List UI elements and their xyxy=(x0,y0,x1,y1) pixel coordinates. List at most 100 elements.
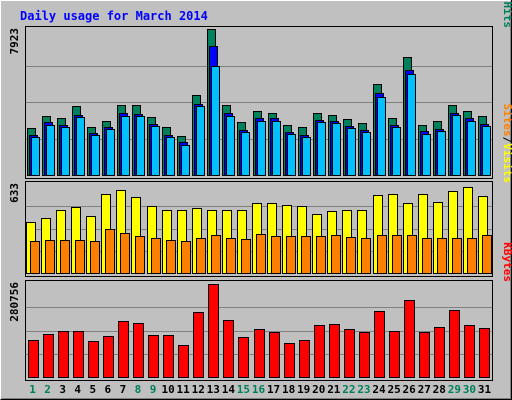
bar-pages-day-2 xyxy=(46,125,55,176)
bar-kbytes-day-27 xyxy=(419,332,430,378)
bar-kbytes-day-22 xyxy=(344,329,355,378)
x-tick-label: 22 xyxy=(342,383,355,396)
series-label-part: Visits xyxy=(501,143,512,183)
bar-sites-day-20 xyxy=(316,236,326,274)
bar-sites-day-28 xyxy=(437,238,447,274)
bar-sites-day-22 xyxy=(346,237,356,274)
panel-kbytes: 280756 KBytes xyxy=(8,242,512,381)
x-tick-label: 16 xyxy=(252,383,266,396)
bar-sites-day-23 xyxy=(361,238,371,274)
bar-pages-day-5 xyxy=(91,135,100,176)
series-label: Pages/Files/Hits xyxy=(501,0,512,28)
bar-kbytes-day-7 xyxy=(118,321,129,378)
bar-sites-day-7 xyxy=(120,233,130,274)
bar-pages-day-8 xyxy=(136,116,145,176)
bar-sites-day-8 xyxy=(135,236,145,274)
bar-sites-day-21 xyxy=(331,235,341,274)
bar-sites-day-27 xyxy=(422,238,432,274)
series-label-part: / xyxy=(501,0,512,2)
bar-kbytes-day-26 xyxy=(404,300,415,378)
bar-pages-day-4 xyxy=(76,117,85,176)
x-tick-label: 2 xyxy=(44,383,51,396)
x-tick-label: 24 xyxy=(372,383,386,396)
bar-pages-day-22 xyxy=(347,128,356,176)
x-tick-label: 8 xyxy=(135,383,142,396)
x-tick-label: 20 xyxy=(312,383,325,396)
bar-kbytes-day-9 xyxy=(148,335,159,378)
bar-pages-day-26 xyxy=(407,74,416,176)
bar-pages-day-13 xyxy=(211,66,220,176)
x-tick-label: 23 xyxy=(357,383,370,396)
x-tick-label: 30 xyxy=(463,383,476,396)
bar-sites-day-15 xyxy=(241,239,251,274)
bar-kbytes-day-16 xyxy=(254,329,265,378)
x-tick-label: 29 xyxy=(448,383,461,396)
bar-sites-day-24 xyxy=(377,235,387,274)
bar-pages-day-10 xyxy=(166,137,175,176)
bar-kbytes-day-14 xyxy=(223,320,234,378)
bar-sites-day-18 xyxy=(286,236,296,274)
bar-sites-day-29 xyxy=(452,238,462,274)
x-tick-label: 17 xyxy=(267,383,280,396)
bar-kbytes-day-11 xyxy=(178,345,189,378)
bar-sites-day-31 xyxy=(482,235,492,274)
bar-kbytes-day-18 xyxy=(284,343,295,378)
bar-kbytes-day-24 xyxy=(374,311,385,378)
bar-kbytes-day-5 xyxy=(88,341,99,378)
chart-title: Daily usage for March 2014 xyxy=(20,9,208,23)
bar-kbytes-day-12 xyxy=(193,312,204,378)
bar-sites-day-13 xyxy=(211,235,221,274)
x-tick-label: 11 xyxy=(177,383,191,396)
bar-kbytes-day-30 xyxy=(464,325,475,378)
x-tick-label: 1 xyxy=(29,383,36,396)
x-tick-label: 25 xyxy=(387,383,400,396)
bar-sites-day-26 xyxy=(407,235,417,274)
x-tick-label: 13 xyxy=(207,383,220,396)
bar-pages-day-18 xyxy=(287,134,296,176)
x-tick-label: 6 xyxy=(105,383,112,396)
bar-sites-day-10 xyxy=(166,240,176,274)
bar-kbytes-day-29 xyxy=(449,310,460,378)
bar-pages-day-25 xyxy=(392,127,401,176)
bar-sites-day-17 xyxy=(271,236,281,274)
bar-sites-day-30 xyxy=(467,238,477,274)
bar-pages-day-7 xyxy=(121,116,130,176)
series-label: KBytes xyxy=(501,242,512,282)
bar-kbytes-day-21 xyxy=(329,324,340,378)
x-tick-label: 10 xyxy=(161,383,174,396)
y-max-label: 280756 xyxy=(8,282,21,322)
x-tick-label: 9 xyxy=(150,383,157,396)
bar-pages-day-24 xyxy=(377,97,386,176)
x-tick-label: 15 xyxy=(237,383,250,396)
bar-pages-day-16 xyxy=(257,121,266,176)
x-tick-label: 28 xyxy=(433,383,446,396)
x-tick-label: 18 xyxy=(282,383,295,396)
bar-kbytes-day-31 xyxy=(479,328,490,378)
x-axis-day-labels: 1 2 3 4 5 6 7 8 9 10 11 12 13 14 15 16 17 18 19 20 21 22 23 24 2… xyxy=(29,383,491,396)
bar-sites-day-19 xyxy=(301,236,311,274)
bar-kbytes-day-6 xyxy=(103,336,114,378)
bar-sites-day-2 xyxy=(45,240,55,274)
x-tick-label: 26 xyxy=(403,383,417,396)
bar-kbytes-day-13 xyxy=(208,284,219,378)
x-tick-label: 27 xyxy=(418,383,431,396)
bar-pages-day-27 xyxy=(422,134,431,176)
bar-sites-day-6 xyxy=(105,229,115,274)
x-tick-label: 7 xyxy=(120,383,127,396)
series-label-part: Sites xyxy=(501,104,512,137)
series-label-part: KBytes xyxy=(501,242,512,282)
bar-sites-day-14 xyxy=(226,238,236,274)
bar-pages-day-15 xyxy=(241,132,250,176)
bar-pages-day-30 xyxy=(467,121,476,176)
series-label-part: / xyxy=(501,137,512,144)
bar-kbytes-day-15 xyxy=(238,337,249,378)
bar-sites-day-12 xyxy=(196,238,206,274)
bar-pages-day-12 xyxy=(196,106,205,176)
bar-sites-day-4 xyxy=(75,240,85,274)
bar-kbytes-day-25 xyxy=(389,331,400,378)
x-tick-label: 4 xyxy=(74,383,81,396)
chart-panels: 7923Pages/Files/Hits633Sites/Visits28075… xyxy=(8,0,512,381)
